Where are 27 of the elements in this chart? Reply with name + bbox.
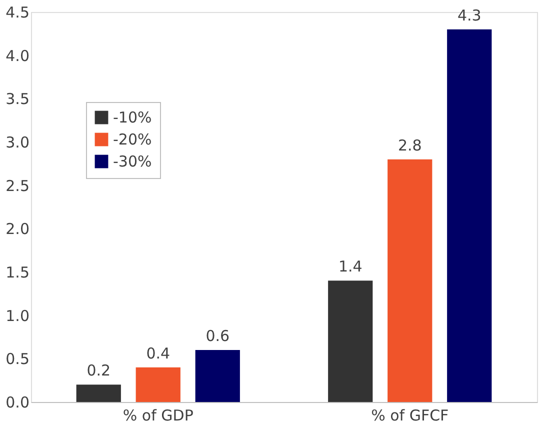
bar bbox=[76, 384, 121, 402]
y-tick-label: 4.0 bbox=[6, 46, 30, 65]
bar bbox=[195, 350, 240, 402]
x-tick-label: % of GDP bbox=[122, 406, 194, 424]
x-tick-label: % of GFCF bbox=[371, 406, 449, 424]
data-label: 0.6 bbox=[206, 327, 230, 345]
data-label: 2.8 bbox=[398, 136, 422, 154]
bar bbox=[328, 280, 373, 402]
legend-label: -10% bbox=[113, 108, 152, 126]
legend-label: -20% bbox=[113, 130, 152, 148]
legend-label: -30% bbox=[113, 152, 152, 170]
y-tick-label: 2.0 bbox=[6, 220, 30, 238]
data-label: 1.4 bbox=[338, 258, 362, 276]
y-tick-label: 4.5 bbox=[6, 4, 30, 22]
y-tick-label: 3.0 bbox=[6, 134, 30, 152]
y-tick-label: 1.5 bbox=[6, 264, 30, 282]
y-tick-label: 3.5 bbox=[6, 90, 30, 108]
data-label: 4.3 bbox=[457, 6, 482, 24]
y-tick-label: 1.0 bbox=[6, 306, 30, 325]
y-tick-label: 0.0 bbox=[6, 394, 30, 412]
bar bbox=[136, 367, 180, 402]
y-tick-label: 0.5 bbox=[6, 350, 30, 368]
bar bbox=[388, 159, 432, 402]
data-label: 0.4 bbox=[146, 344, 170, 362]
data-label: 0.2 bbox=[86, 362, 111, 380]
y-tick-label: 2.5 bbox=[6, 176, 30, 195]
bar bbox=[447, 29, 492, 402]
